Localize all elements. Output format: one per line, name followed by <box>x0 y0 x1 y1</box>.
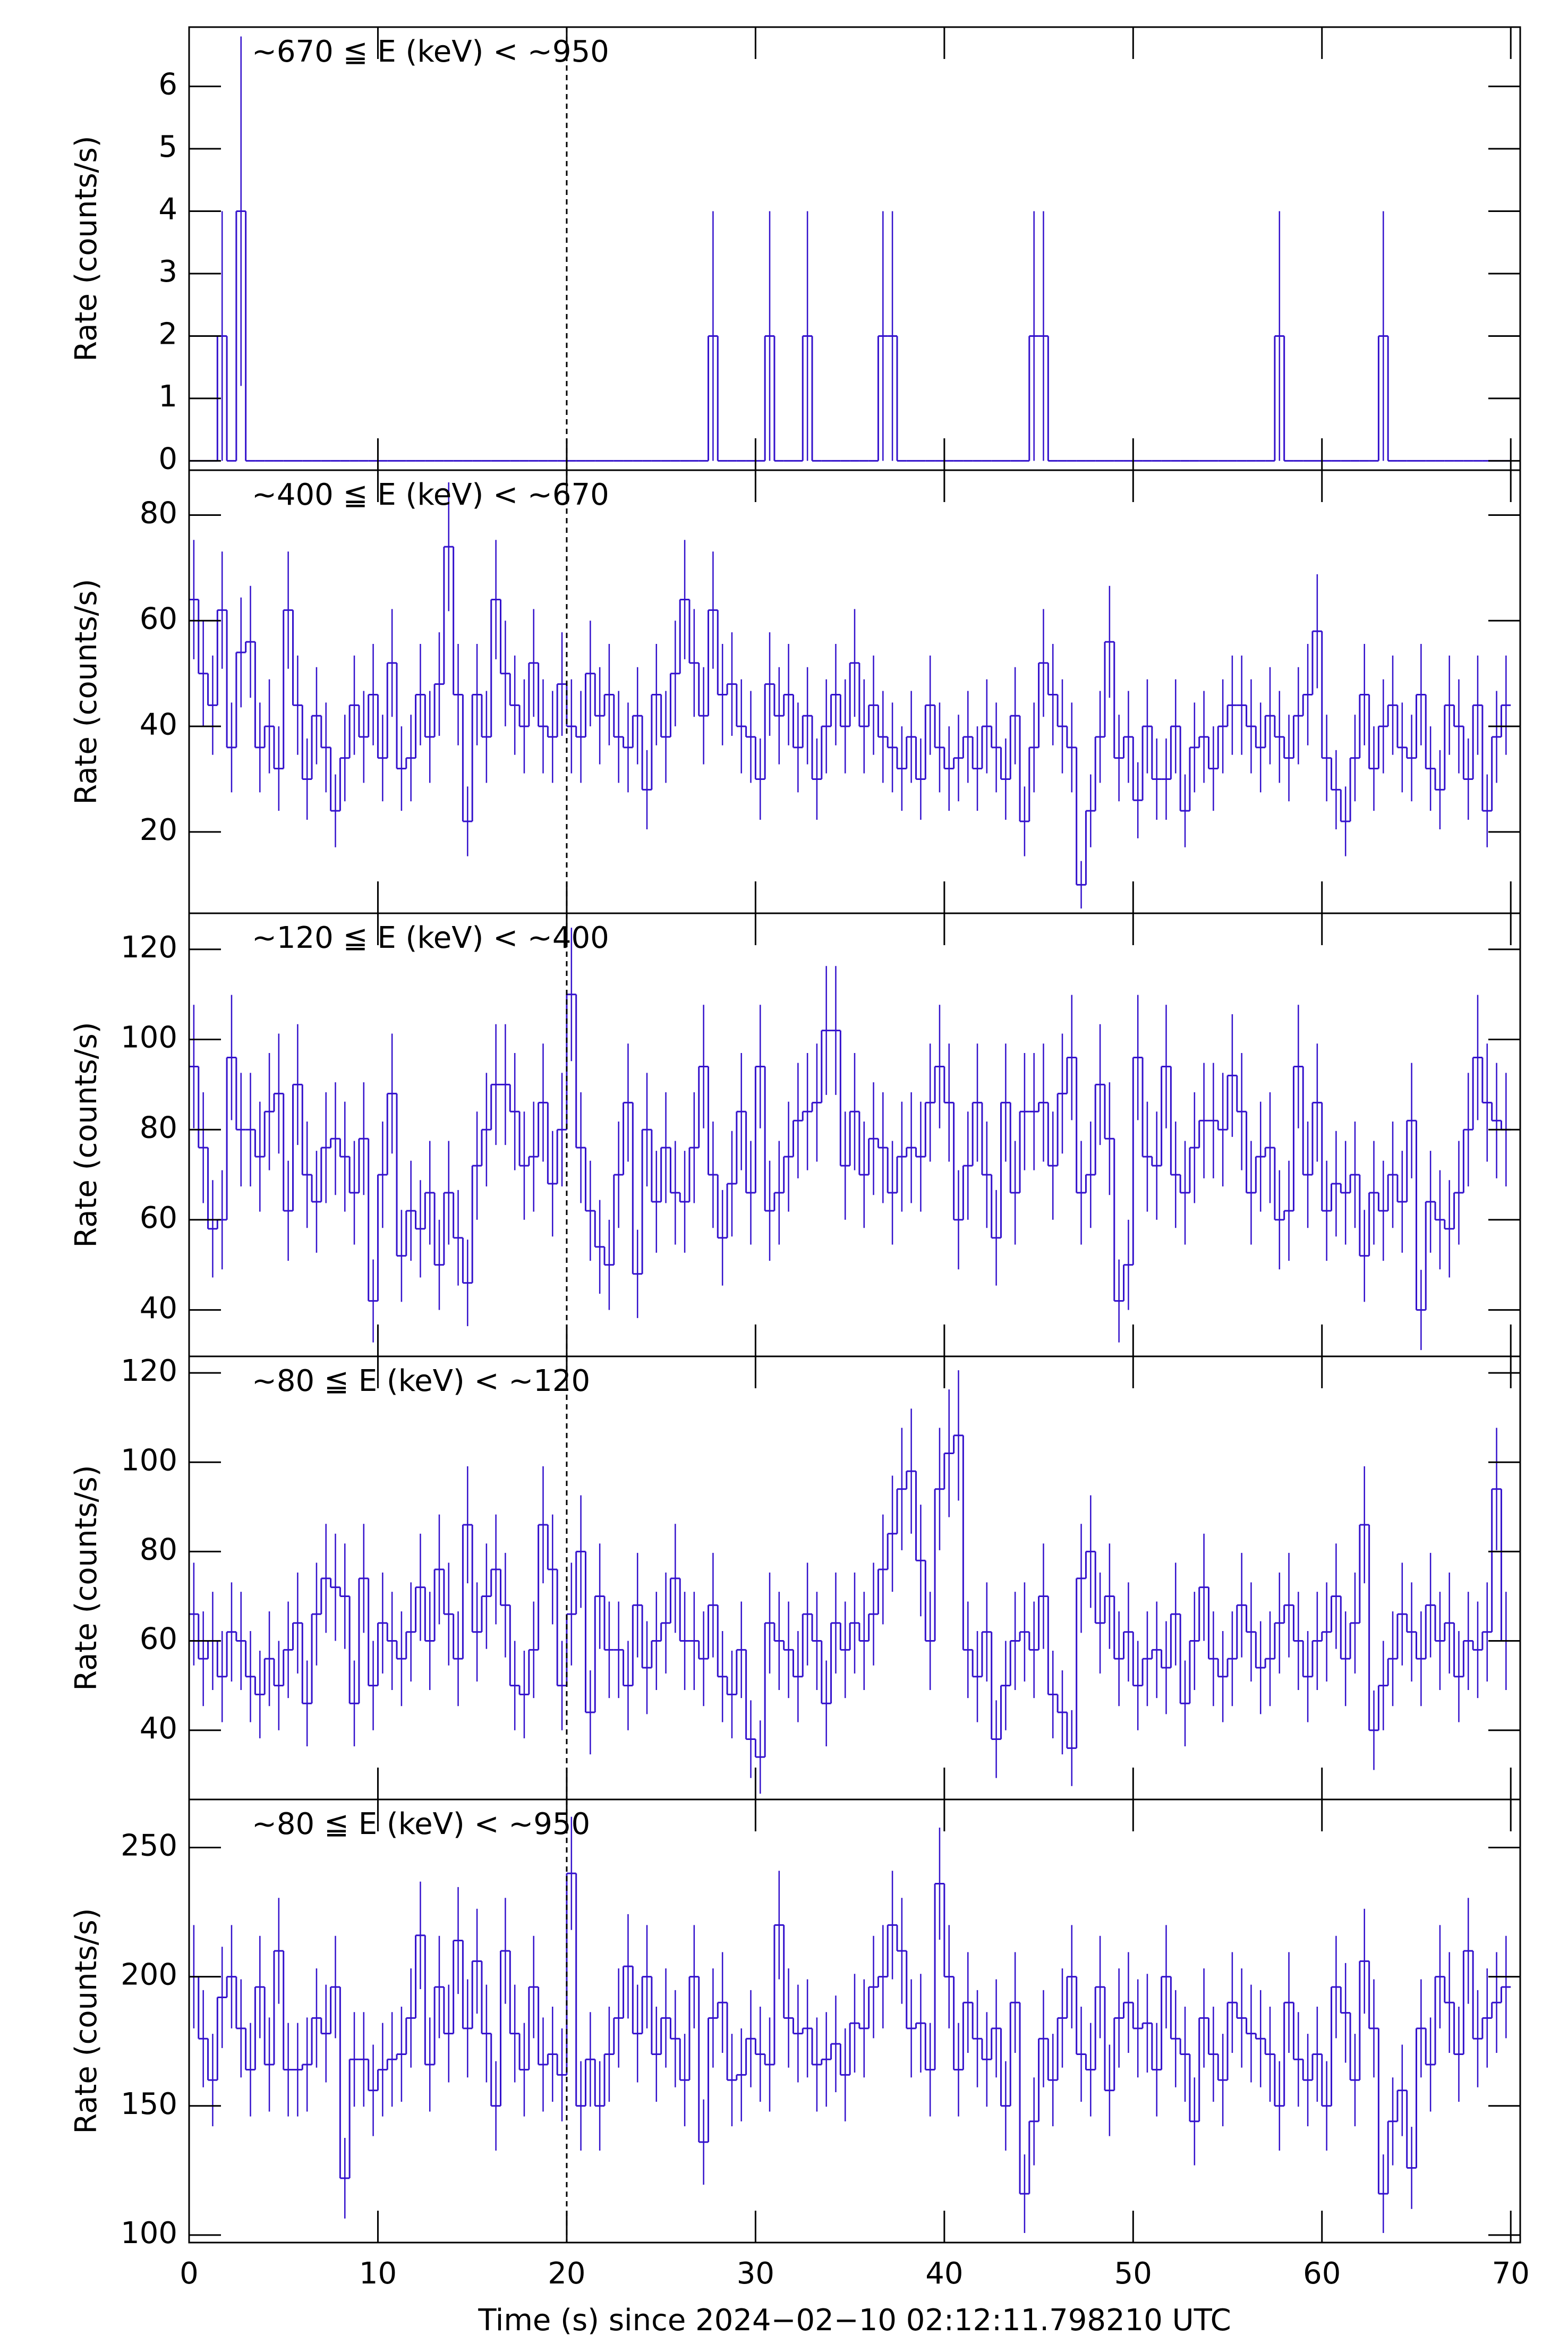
x-tick-label: 10 <box>359 2256 397 2291</box>
panel: 20 40 60 80 ~400 ≦ E (keV) < ~670 Rate (count… <box>69 469 1521 914</box>
y-tick-label: 100 <box>121 1021 177 1055</box>
plot-frame <box>188 26 1521 471</box>
y-tick-label: 100 <box>121 2216 177 2251</box>
y-axis-label: Rate (counts/s) <box>69 1908 104 2134</box>
panel: 0 1 2 3 4 5 6 ~670 ≦ E (keV) < ~950 Rate (counts… <box>69 26 1521 477</box>
y-tick-label: 100 <box>121 1443 177 1478</box>
y-tick-label: 80 <box>140 1533 177 1567</box>
panel-annotation: ~400 ≦ E (keV) < ~670 <box>252 478 609 512</box>
plot-area <box>189 1816 1511 2234</box>
y-tick-label: 20 <box>140 813 177 847</box>
y-tick-label: 200 <box>121 1958 177 1992</box>
x-tick-label: 20 <box>548 2256 585 2291</box>
x-tick-label: 60 <box>1303 2256 1341 2291</box>
y-tick-label: 120 <box>121 930 177 965</box>
x-tick-label: 0 <box>180 2256 199 2291</box>
panel-annotation: ~670 ≦ E (keV) < ~950 <box>252 35 609 69</box>
y-tick-label: 3 <box>158 254 177 289</box>
y-axis-label: Rate (counts/s) <box>69 1465 104 1691</box>
panel: 40 60 80 100 120 ~120 ≦ E (keV) < ~400 Rate (c… <box>69 912 1521 1357</box>
y-tick-label: 0 <box>158 442 177 477</box>
y-tick-label: 40 <box>140 1711 177 1746</box>
x-tick-label: 30 <box>737 2256 774 2291</box>
x-tick-label: 50 <box>1114 2256 1152 2291</box>
y-tick-label: 150 <box>121 2087 177 2121</box>
panel: 40 60 80 100 120 ~80 ≦ E (keV) < ~120 Rate (co… <box>69 1354 1521 1801</box>
y-tick-label: 40 <box>140 707 177 742</box>
y-tick-label: 5 <box>158 130 177 164</box>
panel-annotation: ~80 ≦ E (keV) < ~120 <box>252 1364 590 1398</box>
panel-annotation: ~120 ≦ E (keV) < ~400 <box>252 921 609 955</box>
x-axis-label: Time (s) since 2024−02−10 02:12:11.79821… <box>478 2303 1231 2338</box>
y-tick-label: 4 <box>158 192 177 227</box>
y-axis-label: Rate (counts/s) <box>69 1022 104 1247</box>
y-tick-label: 80 <box>140 496 177 531</box>
y-axis-label: Rate (counts/s) <box>69 579 104 804</box>
plot-area <box>189 1370 1511 1794</box>
y-tick-label: 120 <box>121 1354 177 1388</box>
y-tick-label: 6 <box>158 67 177 102</box>
y-tick-label: 250 <box>121 1829 177 1863</box>
y-tick-label: 60 <box>140 1201 177 1235</box>
panel: 100 150 200 250 0 10 20 30 40 50 60 70 ~80 ≦ E (keV)… <box>69 1798 1530 2338</box>
y-tick-label: 1 <box>158 379 177 414</box>
y-tick-label: 40 <box>140 1291 177 1326</box>
y-tick-label: 2 <box>158 317 177 352</box>
plot-frame <box>188 1798 1521 2244</box>
x-tick-label: 40 <box>925 2256 963 2291</box>
panel-annotation: ~80 ≦ E (keV) < ~950 <box>252 1807 590 1841</box>
y-tick-label: 80 <box>140 1110 177 1145</box>
plot-area <box>189 36 1511 462</box>
y-tick-label: 60 <box>140 601 177 636</box>
y-tick-label: 60 <box>140 1622 177 1657</box>
plot-area <box>189 928 1511 1351</box>
plot-area <box>189 482 1511 909</box>
x-tick-label: 70 <box>1492 2256 1530 2291</box>
y-axis-label: Rate (counts/s) <box>69 135 104 361</box>
